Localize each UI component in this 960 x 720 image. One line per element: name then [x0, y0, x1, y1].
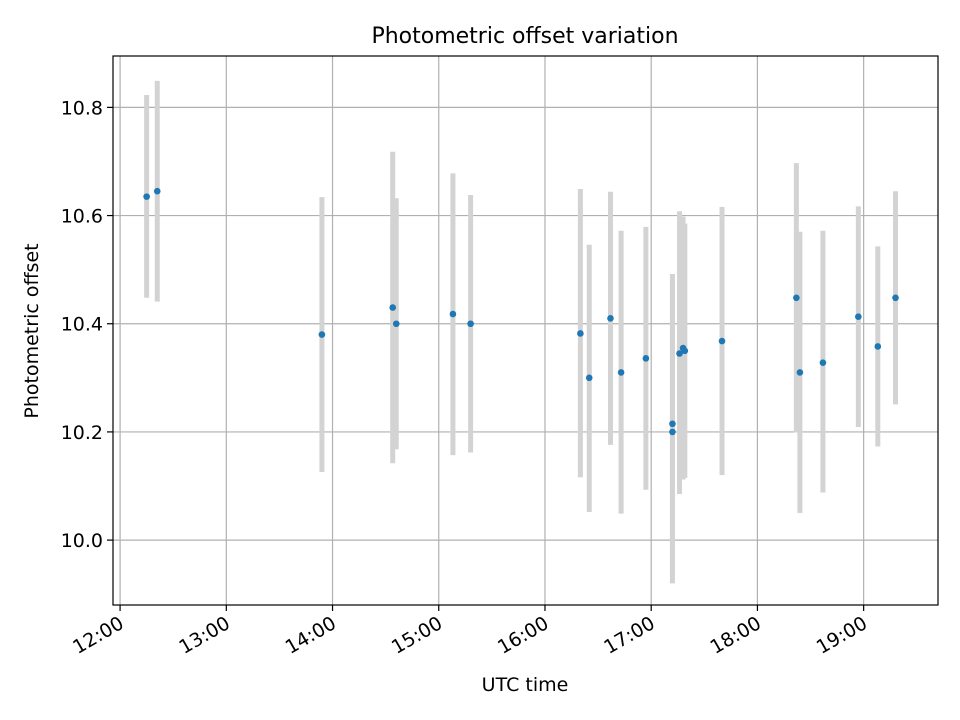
data-point	[153, 187, 161, 195]
axes-frame	[112, 55, 939, 606]
y-tick-label: 10.2	[61, 422, 103, 444]
data-point	[617, 369, 625, 376]
data-point	[389, 304, 397, 311]
data-points	[143, 187, 899, 436]
data-point	[449, 310, 457, 318]
y-axis-label: Photometric offset	[21, 243, 43, 418]
data-point	[718, 337, 726, 345]
chart-title: Photometric offset variation	[371, 24, 678, 49]
data-point	[855, 313, 862, 321]
data-point	[874, 343, 882, 350]
data-point	[607, 315, 614, 322]
data-point	[793, 294, 800, 302]
data-point	[796, 369, 804, 376]
y-tick-label: 10.0	[61, 530, 103, 552]
data-point	[577, 330, 584, 337]
data-point	[143, 193, 150, 200]
data-point	[681, 347, 689, 355]
data-point	[676, 350, 683, 357]
data-point	[669, 420, 676, 428]
y-tick-label: 10.8	[61, 97, 103, 119]
data-point	[392, 320, 400, 328]
data-point	[892, 294, 899, 302]
data-point	[467, 320, 474, 328]
y-tick-label: 10.4	[61, 314, 103, 336]
data-point	[642, 355, 650, 362]
data-point	[819, 359, 827, 366]
data-point	[318, 331, 326, 338]
y-tick-label: 10.6	[61, 206, 103, 228]
y-axis-ticks: 10.0 10.2 10.4 10.6 10.8	[61, 97, 113, 552]
data-point	[669, 428, 676, 436]
data-point	[585, 374, 593, 382]
x-axis-label: UTC time	[482, 674, 569, 696]
